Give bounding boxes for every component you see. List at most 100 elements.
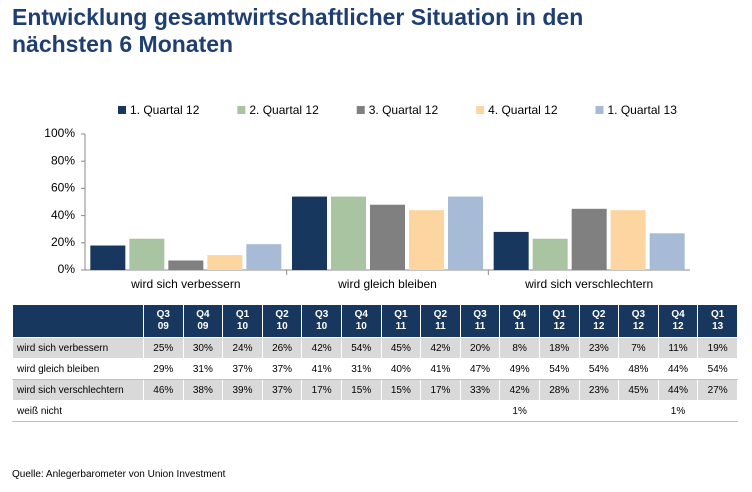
table-cell: 54% bbox=[578, 358, 620, 380]
empty-cell bbox=[340, 400, 382, 422]
table-cell: 15% bbox=[380, 379, 422, 401]
bar bbox=[246, 244, 282, 270]
column-header: Q1 13 bbox=[697, 305, 738, 338]
y-tick-label: 40% bbox=[51, 208, 75, 222]
bar bbox=[370, 204, 405, 270]
header-year: 11 bbox=[435, 321, 446, 332]
column-header: Q4 12 bbox=[658, 305, 699, 338]
table-cell: 11% bbox=[657, 337, 699, 359]
column-header: Q3 12 bbox=[618, 305, 659, 338]
header-quarter: Q1 bbox=[710, 309, 725, 320]
table-cell: 42% bbox=[301, 337, 342, 359]
column-header: Q3 09 bbox=[143, 305, 184, 338]
row-label: wird sich verbessern bbox=[12, 337, 144, 359]
table-cell: 18% bbox=[538, 337, 580, 359]
header-quarter: Q4 bbox=[354, 309, 368, 320]
legend-label: 3. Quartal 12 bbox=[369, 103, 439, 117]
legend-swatch bbox=[356, 106, 365, 114]
y-tick-label: 0% bbox=[58, 262, 76, 276]
legend-swatch bbox=[595, 106, 604, 114]
table-cell: 46% bbox=[143, 379, 184, 401]
table-cell: 49% bbox=[499, 358, 540, 380]
table-cell: 54% bbox=[538, 358, 580, 380]
empty-cell bbox=[143, 400, 184, 422]
legend-swatch bbox=[476, 106, 485, 114]
header-year: 10 bbox=[276, 321, 288, 332]
empty-cell bbox=[261, 400, 303, 422]
table-cell: 41% bbox=[301, 358, 342, 380]
table-cell: 37% bbox=[261, 379, 303, 401]
chart-title: Entwicklung gesamtwirtschaftlicher Situa… bbox=[12, 4, 584, 57]
legend-label: 1. Quartal 12 bbox=[130, 103, 200, 117]
table-cell: 33% bbox=[459, 379, 501, 401]
bar bbox=[331, 196, 366, 270]
column-header: Q2 12 bbox=[579, 305, 620, 338]
table-cell: 42% bbox=[499, 379, 540, 401]
table-cell: 17% bbox=[420, 379, 461, 401]
header-quarter: Q1 bbox=[235, 309, 250, 320]
column-header: Q3 11 bbox=[460, 305, 501, 338]
header-year: 11 bbox=[395, 321, 407, 332]
header-row: Q3 09 Q4 09 Q1 10 Q2 10 Q3 10 Q4 10 Q1 11 Q2 11 Q3 11 Q4 11… bbox=[12, 305, 738, 338]
header-year: 12 bbox=[553, 321, 565, 332]
column-header: Q1 12 bbox=[539, 305, 580, 338]
header-quarter: Q3 bbox=[156, 309, 170, 320]
header-quarter: Q1 bbox=[394, 309, 408, 320]
table-cell: 23% bbox=[578, 379, 620, 401]
table-cell: 1% bbox=[657, 400, 699, 422]
column-header: Q1 11 bbox=[381, 305, 422, 338]
table-cell: 45% bbox=[618, 379, 659, 401]
header-year: 11 bbox=[474, 321, 486, 332]
table-cell: 38% bbox=[182, 379, 224, 401]
header-quarter: Q2 bbox=[275, 309, 289, 320]
bar bbox=[90, 245, 126, 270]
header-year: 12 bbox=[672, 321, 684, 332]
row-label: wird gleich bleiben bbox=[12, 358, 144, 380]
empty-cell bbox=[301, 400, 342, 422]
table-cell: 54% bbox=[340, 337, 382, 359]
column-header: Q2 11 bbox=[420, 305, 461, 338]
empty-cell bbox=[420, 400, 461, 422]
x-tick-label: wird sich verschlechtern bbox=[524, 277, 653, 291]
column-header: Q2 10 bbox=[262, 305, 303, 338]
empty-cell bbox=[459, 400, 501, 422]
table-cell: 29% bbox=[143, 358, 184, 380]
table-cell: 24% bbox=[222, 337, 263, 359]
bar bbox=[168, 260, 204, 270]
table-cell: 48% bbox=[618, 358, 659, 380]
table-row: wird sich verschlechtern 46% 38% 39% 37% 17% 1… bbox=[12, 379, 738, 401]
empty-cell bbox=[380, 400, 422, 422]
table-cell: 44% bbox=[657, 358, 699, 380]
empty-cell bbox=[182, 400, 224, 422]
row-label: weiß nicht bbox=[12, 400, 144, 422]
table-cell: 45% bbox=[380, 337, 422, 359]
table-cell: 27% bbox=[697, 379, 738, 401]
column-header: Q1 10 bbox=[222, 305, 263, 338]
header-quarter: Q4 bbox=[512, 309, 527, 320]
bar bbox=[532, 238, 568, 270]
table-row: wird sich verbessern 25% 30% 24% 26% 42% 54% 45… bbox=[12, 337, 738, 359]
header-quarter: Q2 bbox=[592, 309, 606, 320]
table-cell: 30% bbox=[182, 337, 224, 359]
header-quarter: Q2 bbox=[433, 309, 448, 320]
column-header: Q4 10 bbox=[341, 305, 382, 338]
empty-cell bbox=[618, 400, 659, 422]
table-cell: 37% bbox=[222, 358, 263, 380]
legend-label: 4. Quartal 12 bbox=[488, 103, 558, 117]
header-year: 11 bbox=[514, 321, 525, 332]
bar bbox=[571, 208, 607, 270]
header-year: 10 bbox=[355, 321, 367, 332]
table-row: wird gleich bleiben 29% 31% 37% 37% 41% 31% 40%… bbox=[12, 358, 738, 380]
bar bbox=[649, 233, 685, 270]
empty-cell bbox=[697, 400, 738, 422]
empty-cell bbox=[222, 400, 263, 422]
table-cell: 42% bbox=[420, 337, 461, 359]
y-tick-label: 100% bbox=[44, 126, 75, 140]
bar bbox=[129, 238, 165, 270]
table-cell: 44% bbox=[657, 379, 699, 401]
header-year: 12 bbox=[593, 321, 605, 332]
legend-swatch bbox=[237, 106, 246, 114]
legend-swatch bbox=[118, 106, 126, 114]
column-header: Q4 11 bbox=[499, 305, 540, 338]
table-cell: 15% bbox=[340, 379, 382, 401]
